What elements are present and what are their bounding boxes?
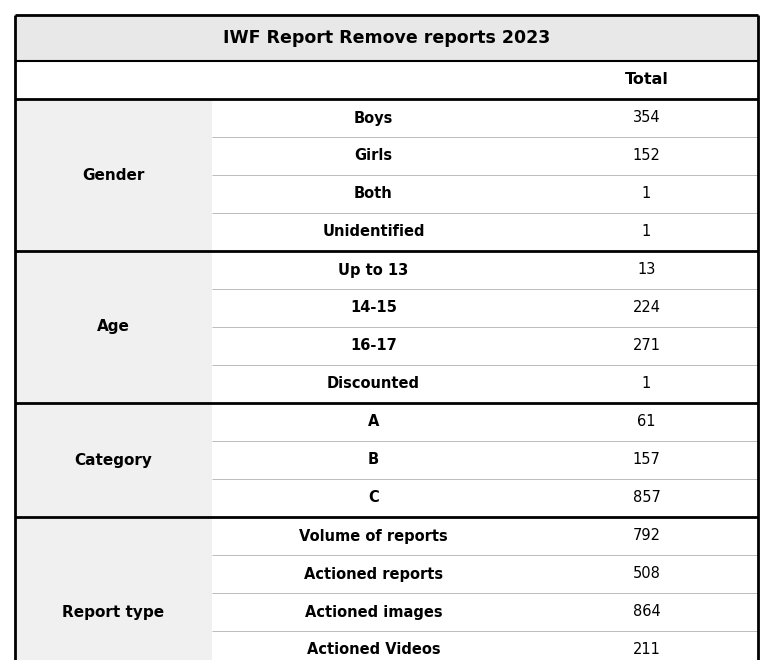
Text: Report type: Report type [63,605,165,620]
Text: Up to 13: Up to 13 [339,263,409,277]
Bar [212,99,758,251]
Bar [15,61,758,99]
Bar [212,251,758,403]
Text: Category: Category [74,453,152,467]
Text: 271: 271 [632,339,661,354]
Bar [212,517,758,660]
Text: Girls: Girls [355,148,393,164]
Text: 792: 792 [632,529,661,543]
Text: 864: 864 [632,605,660,620]
Text: Discounted: Discounted [327,376,420,391]
Text: Unidentified: Unidentified [322,224,424,240]
Bar [15,517,212,660]
Text: 61: 61 [637,414,656,430]
Text: 1: 1 [642,376,651,391]
Text: IWF Report Remove reports 2023: IWF Report Remove reports 2023 [223,29,550,47]
Text: 857: 857 [632,490,660,506]
Text: Age: Age [97,319,130,335]
Text: 1: 1 [642,224,651,240]
Text: 211: 211 [632,642,660,657]
Text: 152: 152 [632,148,660,164]
Bar [15,403,212,517]
Text: Actioned reports: Actioned reports [304,566,443,581]
Bar [15,15,758,61]
Text: C: C [368,490,379,506]
Bar [15,251,212,403]
Text: Actioned images: Actioned images [305,605,442,620]
Text: Both: Both [354,187,393,201]
Text: 224: 224 [632,300,661,315]
Text: Actioned Videos: Actioned Videos [307,642,441,657]
Bar [15,99,212,251]
Text: 14-15: 14-15 [350,300,397,315]
Text: Volume of reports: Volume of reports [299,529,448,543]
Text: Total: Total [625,73,669,88]
Text: 16-17: 16-17 [350,339,397,354]
Bar [212,403,758,517]
Text: 1: 1 [642,187,651,201]
Text: 13: 13 [638,263,656,277]
Text: B: B [368,453,379,467]
Text: A: A [368,414,380,430]
Text: Gender: Gender [82,168,145,183]
Text: 354: 354 [633,110,660,125]
Text: 157: 157 [632,453,660,467]
Text: 508: 508 [632,566,660,581]
Text: Boys: Boys [354,110,393,125]
